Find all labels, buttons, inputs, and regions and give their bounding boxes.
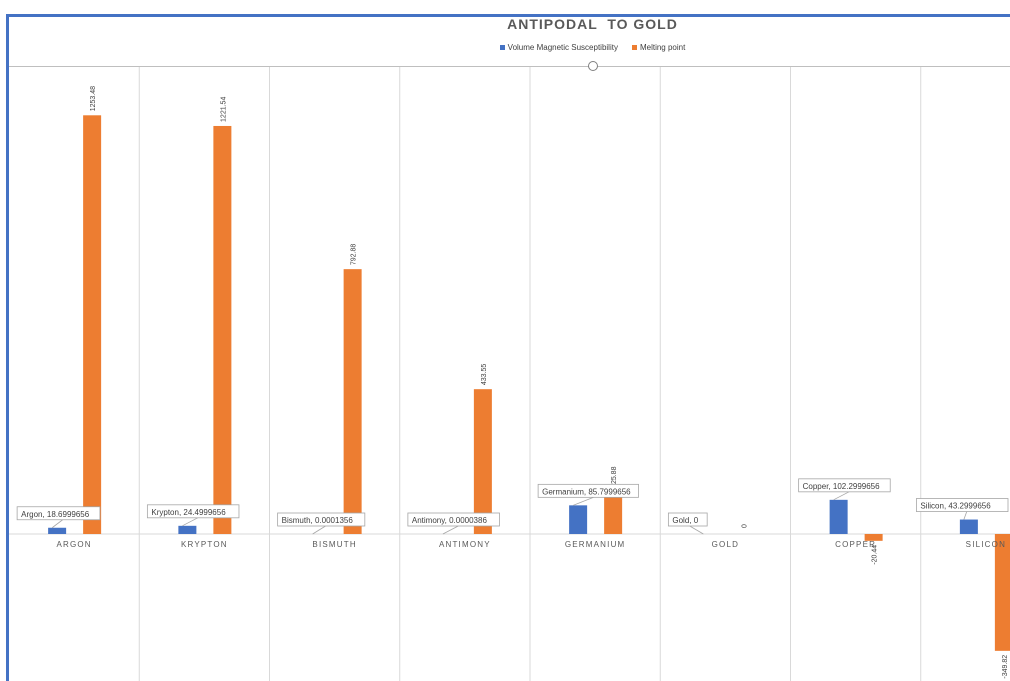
bar-melting-point	[864, 534, 883, 541]
bar-susceptibility	[48, 527, 67, 534]
category-label: ANTIMONY	[439, 540, 491, 549]
plot-area-top-border	[9, 66, 1010, 67]
data-label-melting-point: 0	[741, 524, 748, 528]
category-label: SILICON	[966, 540, 1006, 549]
callout-text: Germanium, 85.7999656	[542, 487, 631, 496]
category-label: GERMANIUM	[565, 540, 626, 549]
callout-box	[16, 506, 101, 521]
legend-label-melting-point: Melting point	[639, 43, 686, 52]
callout-leader	[833, 491, 850, 501]
callout-box	[798, 478, 891, 493]
callout-box	[277, 512, 366, 527]
callout-box	[916, 498, 1009, 512]
data-label-melting-point: -349.82	[1002, 655, 1009, 679]
bar-melting-point	[604, 491, 623, 534]
chart-title: ANTIPODAL TO GOLD	[507, 16, 678, 32]
data-label-melting-point: 1253.48	[90, 86, 97, 111]
callout-susceptibility: Bismuth, 0.0001356	[277, 512, 366, 535]
category-label: ARGON	[56, 540, 91, 549]
selection-frame-left	[6, 14, 9, 681]
callout-box	[146, 504, 240, 519]
callout-susceptibility: Copper, 102.2999656	[798, 478, 891, 501]
data-label-melting-point: 1221.54	[220, 97, 227, 122]
callout-susceptibility: Gold, 0	[667, 512, 708, 535]
callout-leader	[963, 511, 968, 520]
resize-handle[interactable]	[588, 61, 598, 71]
legend-label-susceptibility: Volume Magnetic Susceptibility	[507, 43, 618, 52]
callout-leader	[312, 525, 326, 535]
legend-item-melting-point: Melting point	[631, 43, 686, 52]
callout-text: Antimony, 0.0000386	[412, 516, 488, 525]
bar-melting-point	[83, 115, 102, 535]
callout-leader	[442, 525, 459, 535]
bar-melting-point	[473, 389, 492, 534]
category-label: COPPER	[835, 540, 876, 549]
category-label: GOLD	[712, 540, 739, 549]
callout-susceptibility: Antimony, 0.0000386	[407, 512, 500, 535]
bar-melting-point	[343, 269, 362, 534]
bar-melting-point	[994, 534, 1010, 651]
data-label-melting-point: 125.88	[611, 466, 618, 488]
callout-text: Gold, 0	[672, 516, 698, 525]
callout-box	[537, 483, 639, 498]
bar-susceptibility	[178, 525, 197, 534]
callout-box	[667, 512, 708, 527]
callout-text: Copper, 102.2999656	[803, 482, 881, 491]
callout-leader	[51, 519, 63, 529]
bar-susceptibility	[829, 499, 848, 534]
data-label-melting-point: 792.88	[351, 244, 358, 266]
data-label-melting-point: -20.44	[872, 545, 879, 565]
callout-text: Bismuth, 0.0001356	[282, 516, 354, 525]
bar-susceptibility	[569, 505, 588, 534]
callout-susceptibility: Argon, 18.6999656	[16, 506, 101, 529]
bar-melting-point	[213, 125, 232, 534]
legend-swatch-melting-point	[631, 45, 637, 50]
callout-box	[407, 512, 500, 527]
callout-susceptibility: Silicon, 43.2999656	[916, 498, 1009, 520]
data-label-melting-point: 433.55	[481, 364, 488, 386]
callout-text: Krypton, 24.4999656	[151, 508, 226, 517]
selection-frame-top	[6, 14, 1010, 17]
callout-text: Argon, 18.6999656	[21, 510, 90, 519]
legend: Volume Magnetic Susceptibility Melting p…	[400, 43, 785, 52]
callout-text: Silicon, 43.2999656	[920, 502, 991, 511]
callout-leader	[689, 525, 704, 535]
callout-leader	[182, 517, 198, 527]
legend-swatch-susceptibility	[499, 45, 505, 50]
callout-susceptibility: Krypton, 24.4999656	[146, 504, 240, 527]
category-label: KRYPTON	[181, 540, 228, 549]
bar-susceptibility	[959, 519, 978, 534]
callout-susceptibility: Germanium, 85.7999656	[537, 483, 639, 506]
legend-item-susceptibility: Volume Magnetic Susceptibility	[499, 43, 618, 52]
callout-leader	[572, 496, 594, 506]
category-label: BISMUTH	[312, 540, 356, 549]
